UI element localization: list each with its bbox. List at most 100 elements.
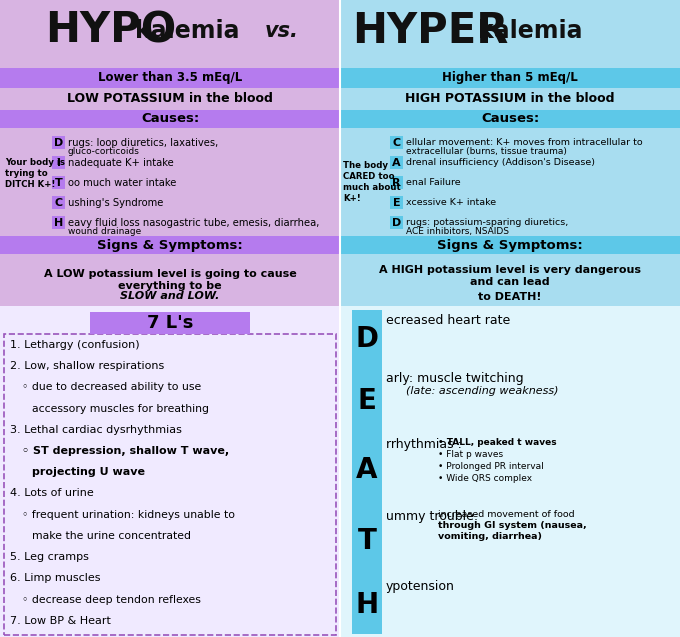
Text: ecreased heart rate: ecreased heart rate [386,314,510,327]
Text: • TALL, peaked t waves: • TALL, peaked t waves [438,438,557,447]
Bar [0,254,340,306]
Bar [352,310,382,368]
Bar [52,196,65,209]
Text: rugs: loop diuretics, laxatives,: rugs: loop diuretics, laxatives, [68,138,218,148]
Text: I: I [56,157,61,168]
Text: T: T [54,178,63,187]
Text: HIGH POTASSIUM in the blood: HIGH POTASSIUM in the blood [405,92,615,106]
Text: LOW POTASSIUM in the blood: LOW POTASSIUM in the blood [67,92,273,106]
Text: A LOW potassium level is going to cause
everything to be: A LOW potassium level is going to cause … [44,269,296,291]
Text: projecting U wave: projecting U wave [32,468,145,477]
Text: ACE inhibitors, NSAIDS: ACE inhibitors, NSAIDS [406,227,509,236]
Text: oo much water intake: oo much water intake [68,178,176,187]
Bar [340,0,680,637]
Text: 5. Leg cramps: 5. Leg cramps [10,552,89,562]
Bar [390,136,403,149]
Bar [340,306,680,637]
Text: 7. Low BP & Heart: 7. Low BP & Heart [10,616,111,626]
Text: ypotension: ypotension [386,580,455,593]
Text: A: A [356,456,378,484]
Bar [0,128,340,236]
Text: R: R [392,178,401,187]
Text: 4. Lots of urine: 4. Lots of urine [10,489,94,499]
Text: E: E [358,387,377,415]
Text: (late: ascending weakness): (late: ascending weakness) [406,386,558,396]
Bar [52,156,65,169]
Text: drenal insufficiency (Addison's Disease): drenal insufficiency (Addison's Disease) [406,158,595,167]
Bar [390,196,403,209]
Text: 6. Limp muscles: 6. Limp muscles [10,573,101,583]
Text: • Wide QRS complex: • Wide QRS complex [438,474,532,483]
Bar [340,68,680,88]
Text: 3. Lethal cardiac dysrhythmias: 3. Lethal cardiac dysrhythmias [10,425,182,435]
Text: Signs & Symptoms:: Signs & Symptoms: [97,238,243,252]
Text: enal Failure: enal Failure [406,178,460,187]
Text: xcessive K+ intake: xcessive K+ intake [406,198,496,207]
Text: make the urine concentrated: make the urine concentrated [32,531,191,541]
Bar [352,434,382,506]
Text: • Prolonged PR interval: • Prolonged PR interval [438,462,544,471]
Text: ushing's Syndrome: ushing's Syndrome [68,197,163,208]
Bar [0,88,340,110]
Text: accessory muscles for breathing: accessory muscles for breathing [32,404,209,413]
Text: HYPO: HYPO [45,10,176,52]
Text: A: A [392,157,401,168]
Text: ellular movement: K+ moves from intracellular to: ellular movement: K+ moves from intracel… [406,138,643,147]
Bar [0,236,340,254]
Text: through GI system (nausea,: through GI system (nausea, [438,521,587,530]
Text: The body
CARED too
much about
K+!: The body CARED too much about K+! [343,161,401,203]
Bar [52,136,65,149]
Bar [0,0,340,637]
Text: Lower than 3.5 mEq/L: Lower than 3.5 mEq/L [98,71,242,85]
Text: eavy fluid loss nasogastric tube, emesis, diarrhea,: eavy fluid loss nasogastric tube, emesis… [68,217,320,227]
Text: D: D [356,325,379,353]
Text: E: E [392,197,401,208]
Text: gluco­corticoids: gluco­corticoids [68,147,140,156]
Text: C: C [54,197,63,208]
Bar [52,176,65,189]
Text: ◦ frequent urination: kidneys unable to: ◦ frequent urination: kidneys unable to [22,510,235,520]
Text: T: T [358,527,377,555]
Bar [0,68,340,88]
Text: increased movement of food: increased movement of food [438,510,575,519]
Text: 2. Low, shallow respirations: 2. Low, shallow respirations [10,361,165,371]
Bar [90,312,250,334]
Text: 1. Lethargy (confusion): 1. Lethargy (confusion) [10,340,139,350]
Bar [340,236,680,254]
Bar [390,176,403,189]
Text: kalemia: kalemia [478,18,583,43]
Bar [352,368,382,434]
Bar [340,110,680,128]
Bar [340,128,680,236]
Text: to DEATH!: to DEATH! [478,292,542,302]
Text: C: C [392,138,401,148]
Text: ummy trouble:: ummy trouble: [386,510,478,523]
Bar [390,216,403,229]
Bar [352,506,382,576]
Text: rrhythmias :: rrhythmias : [386,438,462,451]
Text: D: D [392,217,401,227]
Text: Causes:: Causes: [141,113,199,125]
Bar [0,306,340,637]
Bar [52,216,65,229]
Text: Higher than 5 mEq/L: Higher than 5 mEq/L [442,71,578,85]
Text: ◦ ST depression, shallow T wave,: ◦ ST depression, shallow T wave, [22,446,229,456]
Text: nadequate K+ intake: nadequate K+ intake [68,157,174,168]
Text: extracellular (burns, tissue trauma): extracellular (burns, tissue trauma) [406,147,567,156]
Text: rugs: potassium-sparing diuretics,: rugs: potassium-sparing diuretics, [406,218,568,227]
Text: SLOW and LOW.: SLOW and LOW. [120,291,220,301]
Text: A HIGH potassium level is very dangerous
and can lead: A HIGH potassium level is very dangerous… [379,265,641,287]
Text: vs.: vs. [265,20,299,41]
Text: D: D [54,138,63,148]
Bar [4,334,336,635]
Text: Your body is
trying to
DITCH K+!: Your body is trying to DITCH K+! [5,158,65,189]
Text: arly: muscle twitching: arly: muscle twitching [386,372,524,385]
Bar [0,110,340,128]
Text: ◦ due to decreased ability to use: ◦ due to decreased ability to use [22,382,201,392]
Bar [340,88,680,110]
Text: kalemia: kalemia [135,18,239,43]
Text: Causes:: Causes: [481,113,539,125]
Text: wound drainage: wound drainage [68,227,141,236]
Text: 7 L's: 7 L's [147,314,193,332]
Bar [340,254,680,306]
